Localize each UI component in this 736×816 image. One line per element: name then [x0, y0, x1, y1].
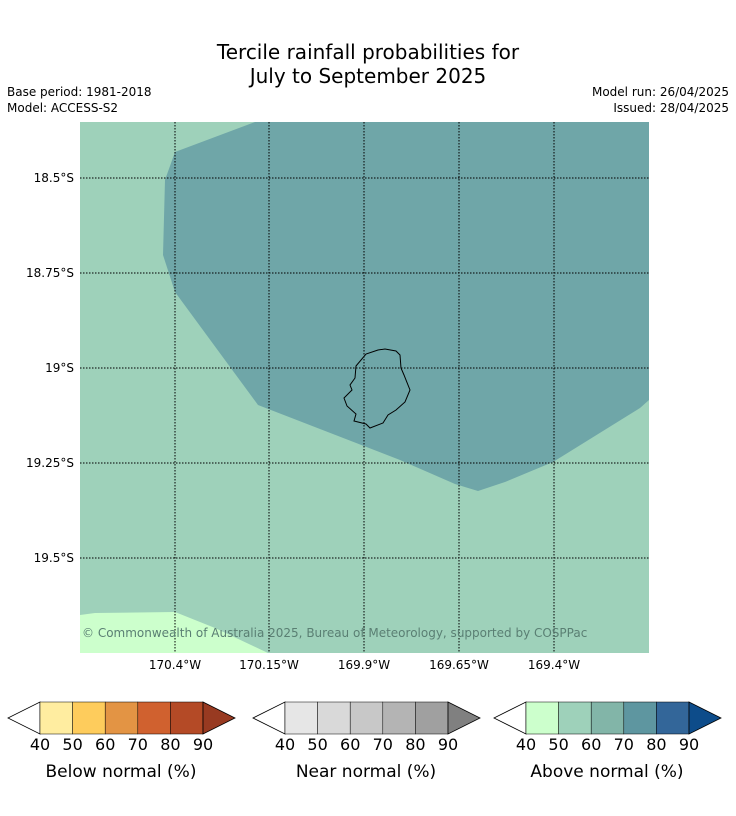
colorbar-above: 40 50 60 70 80 90 — [493, 701, 722, 754]
colorbar-tick-label: 40 — [275, 735, 295, 754]
colorbar-segment — [623, 701, 657, 735]
legend-title-above: Above normal (%) — [530, 762, 684, 782]
colorbar-segment — [349, 701, 384, 735]
colorbar-segment — [415, 701, 449, 735]
colorbar-segment — [656, 701, 690, 735]
model-name: Model: ACCESS-S2 — [7, 101, 119, 115]
colorbar-tip-high — [688, 701, 722, 735]
colorbar-tick-label: 40 — [516, 735, 536, 754]
island-coastline — [343, 348, 411, 429]
region-above-70-80 — [163, 122, 649, 491]
colorbar-tick-label: 70 — [128, 735, 148, 754]
base-period: Base period: 1981-2018 — [7, 85, 152, 99]
lon-label: 169.65°W — [429, 658, 489, 672]
colorbar-tip-high — [447, 701, 481, 735]
lat-label: 18.5°S — [34, 171, 74, 185]
colorbar-segment — [137, 701, 171, 735]
colorbar-tick-label: 40 — [30, 735, 50, 754]
model-run: Model run: 26/04/2025 — [591, 85, 729, 99]
map-figure: 18.5°S 18.75°S 19°S 19.25°S 19.5°S 170.4… — [26, 122, 649, 672]
colorbar-segment — [317, 701, 351, 735]
colorbar-tick-label: 60 — [95, 735, 115, 754]
colorbar-segment — [382, 701, 416, 735]
colorbar-segment — [104, 701, 139, 735]
colorbar-tick-label: 90 — [679, 735, 699, 754]
region-above-40-50 — [80, 612, 268, 653]
colorbar-tick-label: 90 — [193, 735, 213, 754]
colorbar-tick-label: 70 — [614, 735, 634, 754]
colorbar-segment — [590, 701, 625, 735]
colorbar-tick-label: 60 — [340, 735, 360, 754]
lat-label: 18.75°S — [26, 266, 74, 280]
colorbar-segment — [558, 701, 592, 735]
colorbar-tip-low — [252, 701, 286, 735]
meta-left: Base period: 1981-2018 Model: ACCESS-S2 — [7, 84, 152, 116]
colorbar-tick-label: 70 — [373, 735, 393, 754]
lat-label: 19.5°S — [34, 551, 74, 565]
lat-label: 19.25°S — [26, 456, 74, 470]
colorbar-tick-label: 50 — [62, 735, 82, 754]
lon-label: 169.9°W — [338, 658, 390, 672]
legend-title-near: Near normal (%) — [295, 762, 437, 782]
colorbar-segment — [284, 701, 318, 735]
colorbar-tick-label: 50 — [307, 735, 327, 754]
colorbar-tip-high — [202, 701, 236, 735]
meta-right: Model run: 26/04/2025 Issued: 28/04/2025 — [592, 84, 729, 116]
lon-label: 170.15°W — [239, 658, 299, 672]
colorbar-tick-label: 90 — [438, 735, 458, 754]
map-title-line1: Tercile rainfall probabilities for — [216, 40, 520, 64]
colorbar-tick-label: 60 — [581, 735, 601, 754]
issued-date: Issued: 28/04/2025 — [613, 101, 729, 115]
legend-title-below: Below normal (%) — [45, 762, 197, 782]
lat-label: 19°S — [45, 361, 74, 375]
colorbar-segment — [525, 701, 559, 735]
colorbar-near: 40 50 60 70 80 90 — [252, 701, 481, 754]
lon-label: 170.4°W — [149, 658, 201, 672]
colorbar-segment — [39, 701, 73, 735]
copyright-credit: © Commonwealth of Australia 2025, Bureau… — [82, 626, 587, 640]
colorbar-tick-label: 80 — [646, 735, 666, 754]
colorbar-below: 40 50 60 70 80 90 — [7, 701, 236, 754]
colorbar-segment — [72, 701, 106, 735]
legend-colorbars: 40 50 60 70 80 90 40 50 60 70 80 90 40 50 60 70 80 90 — [7, 701, 722, 754]
lon-label: 169.4°W — [528, 658, 580, 672]
colorbar-tip-low — [493, 701, 527, 735]
colorbar-segment — [170, 701, 204, 735]
colorbar-tick-label: 80 — [405, 735, 425, 754]
graticule — [80, 122, 649, 653]
colorbar-tick-label: 80 — [160, 735, 180, 754]
colorbar-tick-label: 50 — [548, 735, 568, 754]
map-title-line2: July to September 2025 — [249, 64, 487, 88]
colorbar-tip-low — [7, 701, 41, 735]
